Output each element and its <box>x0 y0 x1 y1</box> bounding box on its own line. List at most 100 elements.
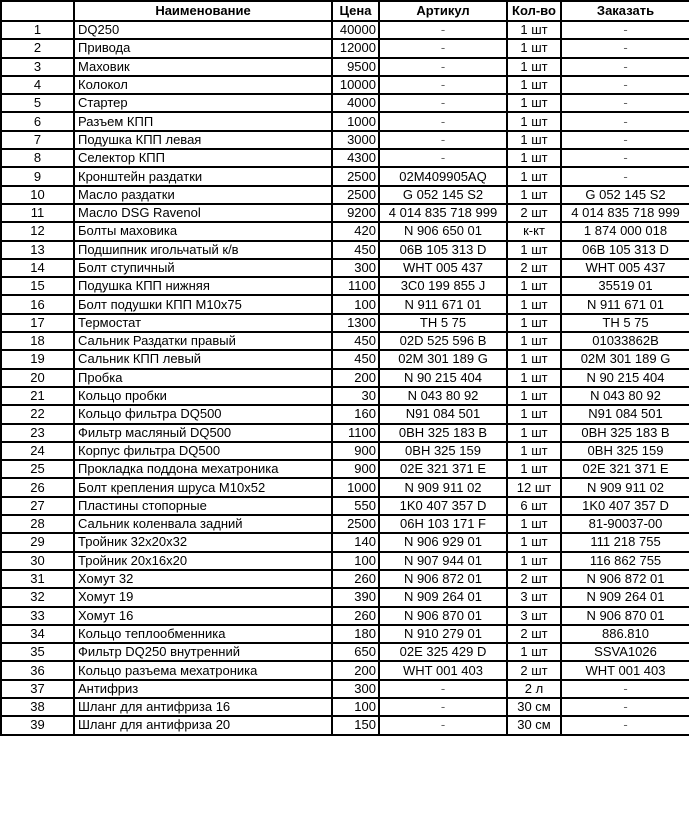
article-cell[interactable]: 02D 525 596 B <box>378 331 508 352</box>
quantity-cell[interactable]: 1 шт <box>506 93 562 114</box>
price-cell[interactable]: 450 <box>331 331 380 352</box>
row-number-cell[interactable]: 12 <box>0 221 75 242</box>
row-number-cell[interactable]: 38 <box>0 696 75 718</box>
name-cell[interactable]: Тройник 32x20x32 <box>73 532 333 553</box>
row-number-cell[interactable]: 32 <box>0 587 75 608</box>
article-cell[interactable]: 02M 301 189 G <box>378 349 508 370</box>
row-number-cell[interactable]: 4 <box>0 74 75 96</box>
order-cell[interactable]: 886.810 <box>560 623 689 645</box>
name-cell[interactable]: Разъем КПП <box>73 111 333 132</box>
row-number-cell[interactable]: 28 <box>0 513 75 535</box>
quantity-cell[interactable]: 1 шт <box>506 148 562 169</box>
price-cell[interactable]: 450 <box>331 239 380 260</box>
name-cell[interactable]: Привода <box>73 38 333 59</box>
order-cell[interactable]: - <box>560 56 689 77</box>
price-cell[interactable]: 100 <box>331 696 380 718</box>
name-cell[interactable]: Кронштейн раздатки <box>73 166 333 187</box>
price-cell[interactable]: 450 <box>331 349 380 370</box>
article-cell[interactable]: 0BH 325 183 B <box>378 422 508 443</box>
quantity-cell[interactable]: 1 шт <box>506 422 562 443</box>
quantity-cell[interactable]: 1 шт <box>506 239 562 260</box>
quantity-cell[interactable]: 1 шт <box>506 294 562 315</box>
name-cell[interactable]: Селектор КПП <box>73 148 333 169</box>
price-cell[interactable]: 3000 <box>331 129 380 151</box>
row-number-cell[interactable]: 10 <box>0 184 75 205</box>
quantity-cell[interactable]: 1 шт <box>506 276 562 297</box>
price-cell[interactable]: 140 <box>331 532 380 553</box>
article-cell[interactable]: - <box>378 696 508 718</box>
row-number-cell[interactable]: 8 <box>0 148 75 169</box>
quantity-cell[interactable]: 3 шт <box>506 587 562 608</box>
price-cell[interactable]: 2500 <box>331 513 380 535</box>
quantity-cell[interactable]: 1 шт <box>506 513 562 535</box>
article-cell[interactable]: - <box>378 38 508 59</box>
article-cell[interactable]: G 052 145 S2 <box>378 184 508 205</box>
row-number-cell[interactable]: 30 <box>0 550 75 571</box>
order-cell[interactable]: 06B 105 313 D <box>560 239 689 260</box>
quantity-cell[interactable]: 1 шт <box>506 550 562 571</box>
name-cell[interactable]: Кольцо фильтра DQ500 <box>73 404 333 425</box>
name-cell[interactable]: Болт ступичный <box>73 257 333 279</box>
quantity-cell[interactable]: 2 шт <box>506 660 562 681</box>
row-number-cell[interactable]: 24 <box>0 440 75 462</box>
order-cell[interactable]: 1 874 000 018 <box>560 221 689 242</box>
order-cell[interactable]: 0BH 325 183 B <box>560 422 689 443</box>
name-cell[interactable]: Сальник КПП левый <box>73 349 333 370</box>
price-cell[interactable]: 1100 <box>331 276 380 297</box>
quantity-cell[interactable]: 2 шт <box>506 623 562 645</box>
price-cell[interactable]: 650 <box>331 642 380 663</box>
name-cell[interactable]: Подшипник игольчатый к/в <box>73 239 333 260</box>
article-cell[interactable]: 02E 325 429 D <box>378 642 508 663</box>
price-cell[interactable]: 260 <box>331 605 380 626</box>
quantity-cell[interactable]: 2 л <box>506 678 562 700</box>
order-cell[interactable]: 01033862B <box>560 331 689 352</box>
quantity-cell[interactable]: 1 шт <box>506 19 562 41</box>
quantity-cell[interactable]: 2 шт <box>506 257 562 279</box>
quantity-cell[interactable]: 1 шт <box>506 331 562 352</box>
order-cell[interactable]: - <box>560 74 689 96</box>
order-cell[interactable]: 0BH 325 159 <box>560 440 689 462</box>
row-number-cell[interactable]: 39 <box>0 715 75 736</box>
row-number-cell[interactable]: 5 <box>0 93 75 114</box>
row-number-cell[interactable]: 7 <box>0 129 75 151</box>
price-cell[interactable]: 9200 <box>331 202 380 224</box>
article-cell[interactable]: - <box>378 19 508 41</box>
name-cell[interactable]: Фильтр масляный DQ500 <box>73 422 333 443</box>
article-cell[interactable]: N 909 264 01 <box>378 587 508 608</box>
article-cell[interactable]: N 907 944 01 <box>378 550 508 571</box>
price-cell[interactable]: 900 <box>331 459 380 480</box>
quantity-cell[interactable]: 6 шт <box>506 495 562 517</box>
quantity-cell[interactable]: 1 шт <box>506 532 562 553</box>
price-cell[interactable]: 40000 <box>331 19 380 41</box>
row-number-cell[interactable]: 18 <box>0 331 75 352</box>
row-number-cell[interactable]: 13 <box>0 239 75 260</box>
price-cell[interactable]: 150 <box>331 715 380 736</box>
row-number-cell[interactable]: 22 <box>0 404 75 425</box>
quantity-cell[interactable]: 1 шт <box>506 56 562 77</box>
article-cell[interactable]: 06H 103 171 F <box>378 513 508 535</box>
article-cell[interactable]: WHT 005 437 <box>378 257 508 279</box>
order-cell[interactable]: N91 084 501 <box>560 404 689 425</box>
quantity-cell[interactable]: 1 шт <box>506 74 562 96</box>
order-cell[interactable]: N 90 215 404 <box>560 367 689 388</box>
price-cell[interactable]: 12000 <box>331 38 380 59</box>
price-cell[interactable]: 2500 <box>331 184 380 205</box>
name-cell[interactable]: Болт подушки КПП M10x75 <box>73 294 333 315</box>
price-cell[interactable]: 1000 <box>331 477 380 498</box>
quantity-cell[interactable]: 30 см <box>506 715 562 736</box>
quantity-cell[interactable]: 1 шт <box>506 349 562 370</box>
order-cell[interactable]: 4 014 835 718 999 <box>560 202 689 224</box>
price-cell[interactable]: 9500 <box>331 56 380 77</box>
name-cell[interactable]: Масло раздатки <box>73 184 333 205</box>
order-cell[interactable]: N 911 671 01 <box>560 294 689 315</box>
quantity-cell[interactable]: 1 шт <box>506 38 562 59</box>
row-number-cell[interactable]: 6 <box>0 111 75 132</box>
article-cell[interactable]: TH 5 75 <box>378 312 508 334</box>
quantity-cell[interactable]: 2 шт <box>506 202 562 224</box>
name-cell[interactable]: Корпус фильтра DQ500 <box>73 440 333 462</box>
name-cell[interactable]: DQ250 <box>73 19 333 41</box>
row-number-cell[interactable]: 2 <box>0 38 75 59</box>
name-cell[interactable]: Сальник коленвала задний <box>73 513 333 535</box>
name-cell[interactable]: Прокладка поддона мехатроника <box>73 459 333 480</box>
name-cell[interactable]: Кольцо теплообменника <box>73 623 333 645</box>
